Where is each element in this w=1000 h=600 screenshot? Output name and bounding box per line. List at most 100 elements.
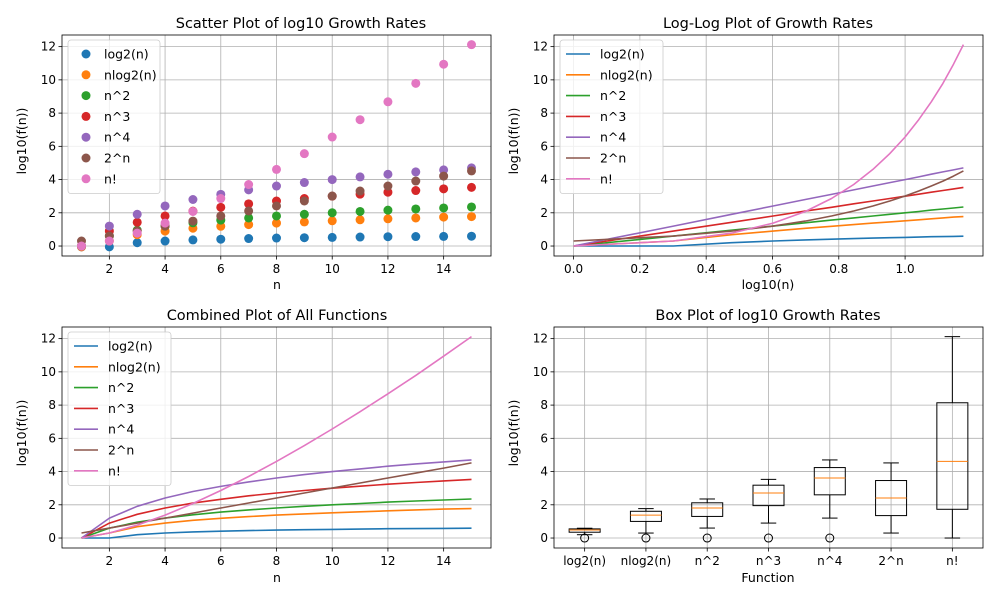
- outlier-point: [580, 533, 590, 543]
- series-line: [81, 335, 472, 539]
- combined-ylabel: log10(f(n)): [14, 400, 29, 467]
- scatter-point: [411, 213, 421, 223]
- legend-label: n!: [104, 171, 117, 186]
- scatter-point: [355, 215, 365, 225]
- y-tick-label: 12: [41, 40, 56, 54]
- legend-marker: [81, 174, 91, 184]
- y-tick-label: 4: [540, 465, 548, 479]
- legend-box: [559, 39, 664, 195]
- scatter-point: [355, 186, 365, 196]
- legend-label: nlog2(n): [104, 67, 157, 82]
- series-line: [573, 167, 964, 247]
- scatter-point: [411, 232, 421, 242]
- y-tick-label: 10: [533, 365, 548, 379]
- scatter-point: [132, 238, 142, 248]
- scatter-point: [132, 228, 142, 238]
- boxplot-xlabel: Function: [741, 570, 794, 585]
- x-tick-label: 10: [325, 554, 340, 568]
- x-tick-label: 4: [161, 262, 169, 276]
- box-nlog2(n): [629, 508, 662, 543]
- y-tick-label: 10: [533, 73, 548, 87]
- legend-marker: [81, 91, 91, 101]
- y-tick-label: 0: [540, 531, 548, 545]
- legend-label: log2(n): [600, 47, 645, 62]
- scatter-point: [299, 196, 309, 206]
- iqr-box: [691, 502, 724, 517]
- x-tick-label: 14: [436, 554, 451, 568]
- legend-box: [67, 39, 161, 195]
- scatter-point: [439, 203, 449, 213]
- legend-label: n^2: [600, 88, 626, 103]
- legend-label: log2(n): [104, 47, 149, 62]
- legend-marker: [81, 153, 91, 163]
- legend-marker: [81, 132, 91, 142]
- scatter-point: [411, 176, 421, 186]
- scatter-point: [188, 195, 198, 205]
- x-tick-label: log2(n): [563, 554, 606, 568]
- scatter-point: [467, 231, 476, 241]
- scatter-point: [160, 211, 170, 221]
- legend-box: [67, 331, 172, 487]
- x-tick-label: 2: [106, 554, 114, 568]
- loglog-panel: Log-Log Plot of Growth Rates log10(n) lo…: [506, 16, 984, 292]
- series-line: [81, 478, 472, 539]
- legend-label: n^2: [104, 88, 130, 103]
- x-tick-label: nlog2(n): [621, 554, 672, 568]
- scatter-point: [439, 171, 449, 181]
- scatter-point: [439, 231, 449, 241]
- scatter-point: [299, 149, 309, 159]
- scatter-point: [132, 217, 142, 227]
- scatter-point: [355, 206, 365, 216]
- scatter-point: [299, 217, 309, 227]
- y-tick-label: 8: [540, 398, 548, 412]
- scatter-panel: Scatter Plot of log10 Growth Rates n log…: [14, 16, 492, 292]
- scatter-point: [411, 186, 421, 196]
- scatter-point: [216, 221, 226, 231]
- legend-label: 2^n: [104, 151, 130, 166]
- scatter-point: [439, 212, 449, 222]
- combined-panel: Combined Plot of All Functions n log10(f…: [14, 308, 492, 585]
- combined-xlabel: n: [273, 570, 281, 585]
- x-tick-label: n!: [946, 554, 958, 568]
- combined-title: Combined Plot of All Functions: [167, 308, 388, 324]
- scatter-point: [160, 201, 170, 211]
- scatter-point: [467, 202, 476, 212]
- axes-frame: [553, 326, 984, 549]
- loglog-title: Log-Log Plot of Growth Rates: [663, 16, 873, 32]
- series-line: [573, 235, 964, 247]
- scatter-point: [244, 234, 254, 244]
- scatter-point: [160, 218, 170, 228]
- y-tick-label: 6: [48, 139, 56, 153]
- legend-label: n^2: [108, 380, 134, 395]
- series-line: [573, 215, 964, 247]
- y-tick-label: 6: [540, 139, 548, 153]
- x-tick-label: 6: [217, 554, 225, 568]
- legend-label: nlog2(n): [600, 67, 653, 82]
- legend-label: log2(n): [108, 339, 153, 354]
- scatter-point: [132, 209, 142, 219]
- scatter-point: [411, 204, 421, 214]
- legend-label: 2^n: [108, 443, 134, 458]
- scatter-point: [383, 214, 393, 224]
- legend-marker: [81, 49, 91, 59]
- scatter-point: [216, 202, 226, 212]
- scatter-point: [104, 221, 114, 231]
- x-tick-label: 4: [161, 554, 169, 568]
- boxplot-ylabel: log10(f(n)): [506, 400, 521, 467]
- y-tick-label: 4: [540, 173, 548, 187]
- scatter-point: [244, 220, 254, 230]
- scatter-point: [467, 182, 476, 192]
- iqr-box: [813, 467, 846, 496]
- series-line: [81, 459, 472, 539]
- axes-frame: [61, 34, 492, 257]
- series-line: [573, 186, 964, 247]
- scatter-point: [467, 40, 476, 50]
- series-line: [573, 44, 965, 247]
- scatter-point: [439, 59, 449, 69]
- scatter-point: [383, 232, 393, 242]
- y-tick-label: 2: [48, 206, 56, 220]
- scatter-point: [299, 233, 309, 243]
- x-tick-label: 0.2: [630, 262, 649, 276]
- outlier-point: [825, 533, 835, 543]
- legend-label: n!: [108, 463, 121, 478]
